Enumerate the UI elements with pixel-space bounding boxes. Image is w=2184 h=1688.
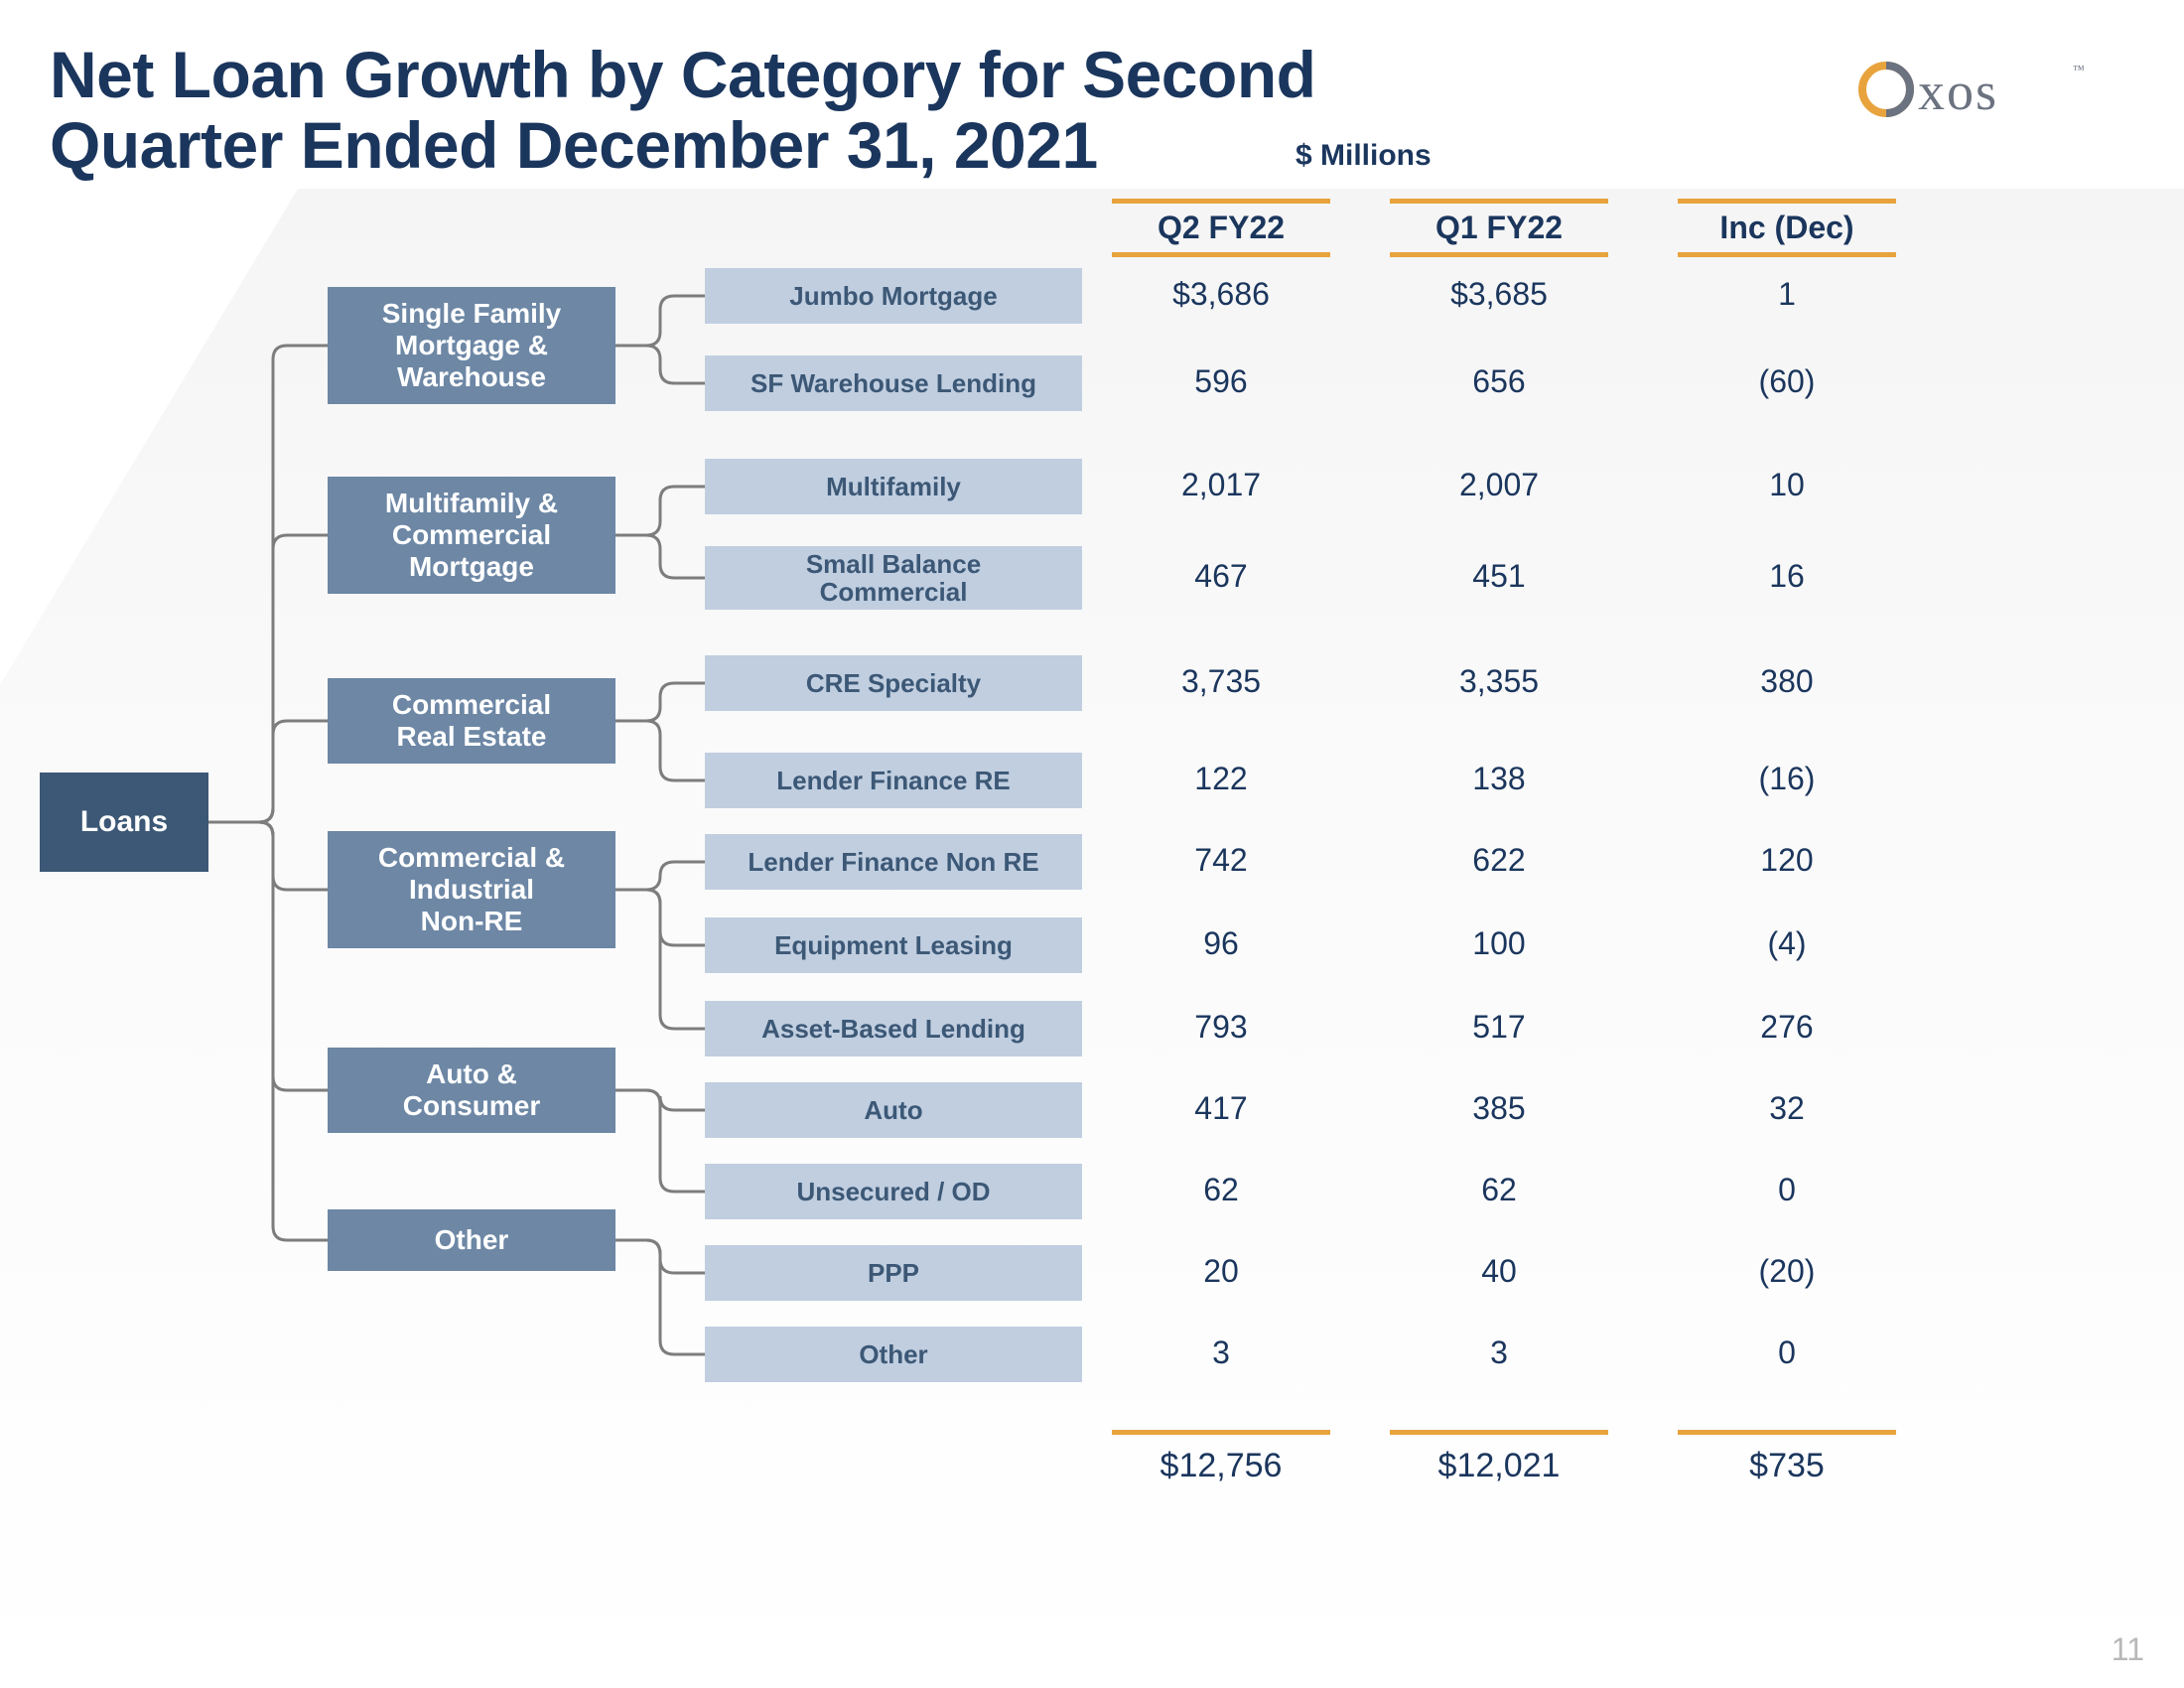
value-other-q2: 3 — [1112, 1335, 1330, 1371]
value-crespec-inc: 380 — [1678, 663, 1896, 700]
value-sbc-inc: 16 — [1678, 558, 1896, 595]
value-unsec-inc: 0 — [1678, 1172, 1896, 1208]
value-unsec-q2: 62 — [1112, 1172, 1330, 1208]
company-logo: xos ™ — [1856, 50, 2115, 134]
leaf-multi: Multifamily — [705, 459, 1082, 514]
value-jumbo-q1: $3,685 — [1390, 276, 1608, 313]
value-ppp-q1: 40 — [1390, 1253, 1608, 1290]
value-auto-q2: 417 — [1112, 1090, 1330, 1127]
value-jumbo-inc: 1 — [1678, 276, 1896, 313]
value-auto-q1: 385 — [1390, 1090, 1608, 1127]
value-lfnre-inc: 120 — [1678, 842, 1896, 879]
value-abl-q1: 517 — [1390, 1009, 1608, 1046]
value-sbc-q2: 467 — [1112, 558, 1330, 595]
value-lfre-inc: (16) — [1678, 761, 1896, 797]
title-line2: Quarter Ended December 31, 2021 — [50, 108, 1098, 182]
column-header-c1: Q2 FY22 — [1112, 199, 1330, 257]
value-lfnre-q2: 742 — [1112, 842, 1330, 879]
category-cre: CommercialReal Estate — [328, 678, 615, 764]
leaf-ppp: PPP — [705, 1245, 1082, 1301]
leaf-abl: Asset-Based Lending — [705, 1001, 1082, 1056]
value-crespec-q1: 3,355 — [1390, 663, 1608, 700]
value-sfwl-q1: 656 — [1390, 363, 1608, 400]
leaf-lfnre: Lender Finance Non RE — [705, 834, 1082, 890]
value-sfwl-q2: 596 — [1112, 363, 1330, 400]
leaf-auto: Auto — [705, 1082, 1082, 1138]
value-crespec-q2: 3,735 — [1112, 663, 1330, 700]
leaf-other: Other — [705, 1327, 1082, 1382]
root-node-loans: Loans — [40, 773, 208, 872]
total-q1: $12,021 — [1390, 1430, 1608, 1485]
value-multi-q1: 2,007 — [1390, 467, 1608, 503]
category-ac: Auto &Consumer — [328, 1048, 615, 1133]
category-mcm: Multifamily &CommercialMortgage — [328, 477, 615, 594]
background-diagonal — [0, 189, 298, 685]
units-label: $ Millions — [1296, 139, 1432, 173]
category-oth: Other — [328, 1209, 615, 1271]
leaf-eqlease: Equipment Leasing — [705, 917, 1082, 973]
value-eqlease-q1: 100 — [1390, 925, 1608, 962]
column-header-c2: Q1 FY22 — [1390, 199, 1608, 257]
value-multi-inc: 10 — [1678, 467, 1896, 503]
value-sbc-q1: 451 — [1390, 558, 1608, 595]
value-eqlease-inc: (4) — [1678, 925, 1896, 962]
value-sfwl-inc: (60) — [1678, 363, 1896, 400]
leaf-jumbo: Jumbo Mortgage — [705, 268, 1082, 324]
leaf-sfwl: SF Warehouse Lending — [705, 355, 1082, 411]
leaf-crespec: CRE Specialty — [705, 655, 1082, 711]
svg-text:xos: xos — [1918, 62, 1998, 121]
total-q2: $12,756 — [1112, 1430, 1330, 1485]
value-ppp-q2: 20 — [1112, 1253, 1330, 1290]
category-ci: Commercial &IndustrialNon-RE — [328, 831, 615, 948]
leaf-lfre: Lender Finance RE — [705, 753, 1082, 808]
value-lfre-q2: 122 — [1112, 761, 1330, 797]
value-multi-q2: 2,017 — [1112, 467, 1330, 503]
value-other-q1: 3 — [1390, 1335, 1608, 1371]
value-jumbo-q2: $3,686 — [1112, 276, 1330, 313]
page-title: Net Loan Growth by Category for Second Q… — [50, 40, 1315, 182]
total-inc: $735 — [1678, 1430, 1896, 1485]
value-abl-q2: 793 — [1112, 1009, 1330, 1046]
title-line1: Net Loan Growth by Category for Second — [50, 38, 1315, 111]
value-ppp-inc: (20) — [1678, 1253, 1896, 1290]
category-sfm: Single FamilyMortgage &Warehouse — [328, 287, 615, 404]
value-lfre-q1: 138 — [1390, 761, 1608, 797]
page-number: 11 — [2112, 1631, 2144, 1668]
value-abl-inc: 276 — [1678, 1009, 1896, 1046]
value-lfnre-q1: 622 — [1390, 842, 1608, 879]
column-header-c3: Inc (Dec) — [1678, 199, 1896, 257]
leaf-sbc: Small BalanceCommercial — [705, 546, 1082, 610]
value-unsec-q1: 62 — [1390, 1172, 1608, 1208]
svg-text:™: ™ — [2073, 63, 2085, 76]
value-other-inc: 0 — [1678, 1335, 1896, 1371]
value-auto-inc: 32 — [1678, 1090, 1896, 1127]
value-eqlease-q2: 96 — [1112, 925, 1330, 962]
leaf-unsec: Unsecured / OD — [705, 1164, 1082, 1219]
